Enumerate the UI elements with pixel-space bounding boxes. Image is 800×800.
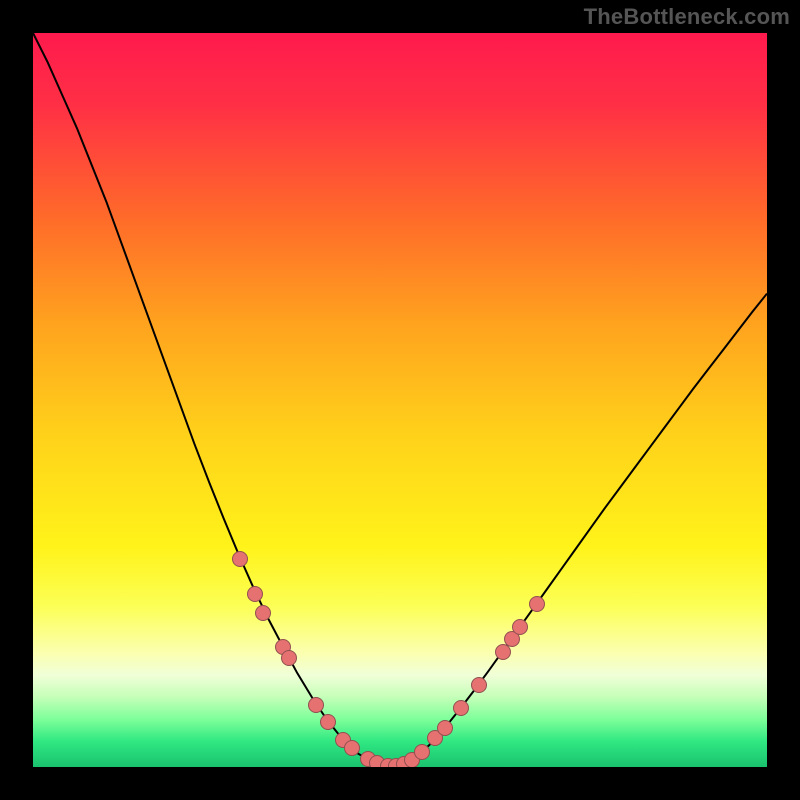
outer-frame: TheBottleneck.com bbox=[0, 0, 800, 800]
marker-dot bbox=[255, 605, 271, 621]
marker-dot bbox=[320, 714, 336, 730]
marker-dot bbox=[281, 650, 297, 666]
marker-dot bbox=[495, 644, 511, 660]
marker-dot bbox=[344, 740, 360, 756]
marker-dot bbox=[232, 551, 248, 567]
marker-dot bbox=[308, 697, 324, 713]
plot-area bbox=[33, 33, 767, 767]
marker-dot bbox=[414, 744, 430, 760]
marker-dot bbox=[529, 596, 545, 612]
marker-dot bbox=[512, 619, 528, 635]
marker-dot bbox=[453, 700, 469, 716]
marker-layer bbox=[33, 33, 767, 767]
marker-dot bbox=[247, 586, 263, 602]
marker-dot bbox=[471, 677, 487, 693]
marker-dot bbox=[437, 720, 453, 736]
watermark-text: TheBottleneck.com bbox=[584, 4, 790, 30]
